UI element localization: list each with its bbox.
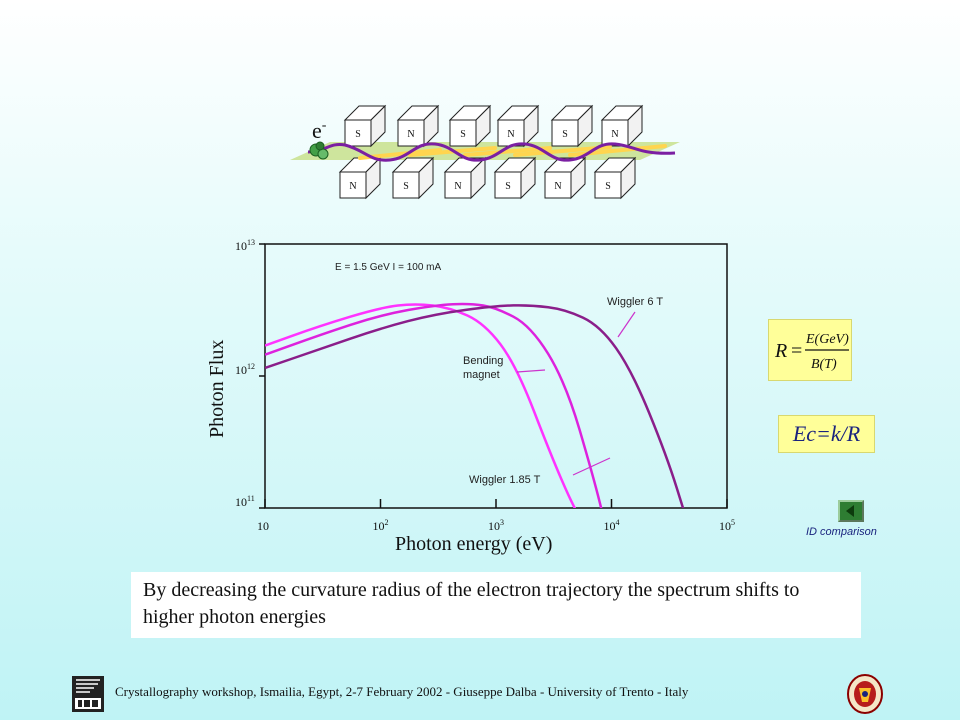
pole-label: S bbox=[562, 129, 568, 140]
series-wiggler-1-85t bbox=[265, 303, 577, 508]
x-tick-label: 105 bbox=[719, 518, 735, 533]
play-arrow-icon bbox=[846, 505, 854, 517]
wiggler-185t-pointer bbox=[572, 457, 611, 476]
y-tick-label: 1013 bbox=[235, 238, 255, 253]
top-pole-1: S bbox=[343, 104, 387, 148]
chart-annotation: E = 1.5 GeV I = 100 mA bbox=[335, 262, 442, 273]
x-tick-label: 102 bbox=[373, 518, 389, 533]
photon-flux-chart: 10 102 103 104 105 1013 1012 1011 E = 1.5 GeV … bbox=[206, 238, 735, 555]
top-pole-6: N bbox=[600, 104, 644, 148]
critical-energy-formula: Ec=k/R bbox=[778, 415, 875, 453]
top-pole-3: S bbox=[448, 104, 492, 148]
bottom-pole-3: N bbox=[443, 156, 487, 200]
electron-trajectory bbox=[307, 142, 676, 162]
pole-label: N bbox=[349, 181, 356, 192]
top-pole-5: S bbox=[550, 104, 594, 148]
university-seal-icon bbox=[847, 674, 883, 714]
id-comparison-label[interactable]: ID comparison bbox=[806, 526, 877, 538]
x-tick-label: 10 bbox=[257, 519, 269, 533]
formula-denominator: B(T) bbox=[811, 357, 837, 372]
x-tick-label: 103 bbox=[488, 518, 504, 533]
pole-label: N bbox=[554, 181, 561, 192]
id-comparison-button[interactable] bbox=[838, 500, 864, 522]
bending-magnet-label-line1: Bending bbox=[463, 355, 503, 367]
iucr-logo-icon bbox=[72, 676, 104, 712]
wiggler-6t-label: Wiggler 6 T bbox=[607, 296, 663, 308]
bottom-pole-2: S bbox=[391, 156, 435, 200]
y-axis-title: Photon Flux bbox=[206, 340, 228, 438]
formula-equals: = bbox=[791, 340, 802, 362]
pole-label: N bbox=[407, 129, 414, 140]
y-axis-ticks: 1013 1012 1011 bbox=[235, 238, 265, 509]
pole-label: S bbox=[605, 181, 611, 192]
formula-numerator: E(GeV) bbox=[805, 332, 849, 347]
electron-icon bbox=[309, 141, 329, 160]
radius-formula: R = E(GeV) B(T) bbox=[768, 319, 852, 381]
x-axis-title: Photon energy (eV) bbox=[395, 533, 552, 555]
pole-label: N bbox=[507, 129, 514, 140]
series-lines bbox=[265, 302, 685, 508]
wiggler-magnet-diagram: S N S N S N N S N S N S e- bbox=[290, 104, 680, 200]
x-tick-label: 104 bbox=[604, 518, 620, 533]
formula-lhs: R bbox=[774, 340, 787, 362]
wiggler-185t-label: Wiggler 1.85 T bbox=[469, 474, 541, 486]
bottom-pole-6: S bbox=[593, 156, 637, 200]
y-tick-label: 1011 bbox=[235, 494, 255, 509]
pole-label: N bbox=[454, 181, 461, 192]
bottom-pole-1: N bbox=[338, 156, 382, 200]
x-axis-ticks: 10 102 103 104 105 bbox=[257, 499, 735, 533]
series-bending-magnet bbox=[265, 302, 603, 508]
bending-magnet-pointer bbox=[516, 369, 546, 373]
caption-text: By decreasing the curvature radius of th… bbox=[131, 572, 861, 638]
footer-credit: Crystallography workshop, Ismailia, Egyp… bbox=[115, 684, 689, 699]
top-pole-2: N bbox=[396, 104, 440, 148]
pole-label: S bbox=[403, 181, 409, 192]
radius-formula-graphic: R = E(GeV) B(T) bbox=[774, 332, 849, 372]
pole-label: N bbox=[611, 129, 618, 140]
series-wiggler-6t bbox=[265, 304, 685, 508]
top-pole-4: N bbox=[496, 104, 540, 148]
bottom-pole-4: S bbox=[493, 156, 537, 200]
electron-label: e- bbox=[312, 118, 327, 143]
wiggler-6t-pointer bbox=[617, 311, 636, 338]
pole-label: S bbox=[355, 129, 361, 140]
pole-label: S bbox=[505, 181, 511, 192]
pole-label: S bbox=[460, 129, 466, 140]
bottom-pole-5: N bbox=[543, 156, 587, 200]
bending-magnet-label-line2: magnet bbox=[463, 369, 500, 381]
y-tick-label: 1012 bbox=[235, 362, 255, 377]
